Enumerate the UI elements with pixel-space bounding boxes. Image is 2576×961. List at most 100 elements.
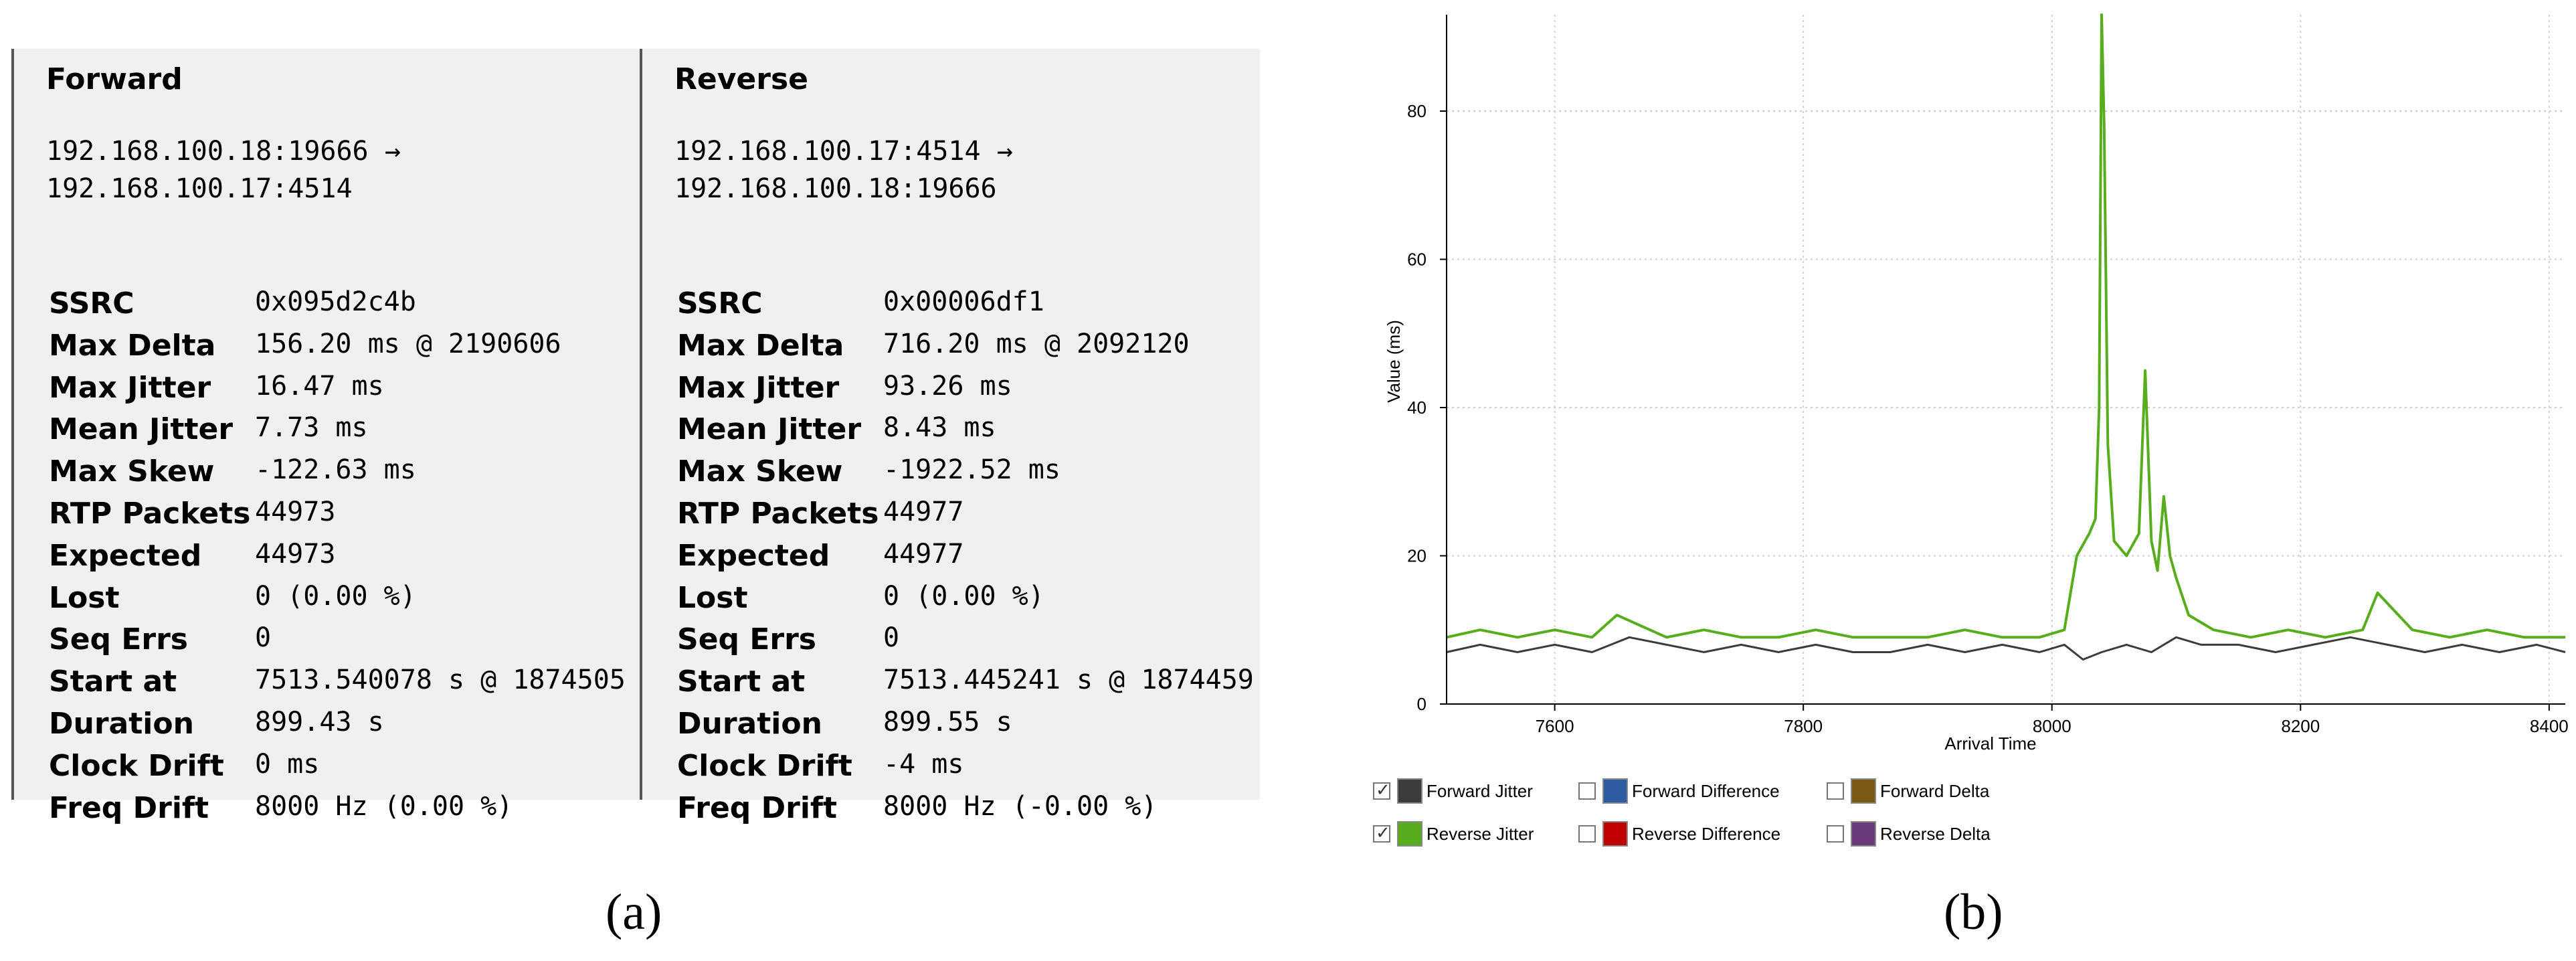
- y-tick-label: 40: [1407, 398, 1427, 418]
- stat-value: 44977: [883, 538, 964, 570]
- x-axis-label: Arrival Time: [1944, 733, 2036, 754]
- legend-label: Reverse Difference: [1632, 823, 1781, 844]
- forward-difference-checkbox[interactable]: [1578, 782, 1596, 800]
- stat-value: 44973: [255, 497, 336, 527]
- forward-destination-endpoint: 192.168.100.17:4514: [46, 173, 353, 204]
- stat-value: 7513.540078 s @ 1874505: [255, 665, 626, 696]
- stat-key: RTP Packets: [677, 497, 879, 531]
- grid-lines: [1447, 15, 2565, 704]
- stat-key: Start at: [677, 665, 806, 699]
- stat-key: Max Skew: [677, 454, 843, 489]
- forward-source-endpoint: 192.168.100.18:19666 →: [46, 136, 401, 167]
- panel-a-caption: (a): [606, 884, 662, 940]
- reverse-jitter-swatch: [1397, 821, 1422, 847]
- stat-key: Seq Errs: [49, 622, 188, 657]
- stat-value: 0: [255, 622, 272, 654]
- series-layer: [1446, 13, 2566, 661]
- stat-value: 93.26 ms: [883, 370, 1012, 402]
- legend-label: Reverse Jitter: [1427, 823, 1534, 844]
- reverse-delta-swatch: [1851, 821, 1876, 847]
- x-tick-label: 8000: [2033, 716, 2072, 736]
- stat-key: RTP Packets: [49, 497, 251, 531]
- forward-jitter-swatch: [1397, 778, 1422, 804]
- legend-forward-delta[interactable]: Forward Delta: [1827, 778, 1989, 804]
- y-tick-label: 0: [1417, 694, 1427, 714]
- stat-key: Lost: [677, 580, 748, 615]
- x-tick-label: 8200: [2281, 716, 2320, 736]
- stat-value: 7513.445241 s @ 1874459: [883, 665, 1254, 696]
- stat-key: SSRC: [677, 286, 763, 321]
- stat-key: Seq Errs: [677, 622, 816, 657]
- axes: 7600 7800 8000 8200 8400 0 20 40 60 80: [1407, 15, 2569, 736]
- reverse-title: Reverse: [674, 62, 808, 96]
- forward-jitter-checkbox[interactable]: [1373, 780, 1390, 800]
- legend-row-reverse: Reverse Jitter Reverse Difference Revers…: [1373, 820, 2576, 854]
- legend-label: Reverse Delta: [1880, 823, 1991, 844]
- y-tick-label: 20: [1407, 545, 1427, 565]
- stat-key: Duration: [49, 707, 194, 741]
- stat-value: 899.43 s: [255, 707, 384, 737]
- stat-value: 0 (0.00 %): [255, 580, 416, 612]
- legend-forward-difference[interactable]: Forward Difference: [1578, 778, 1780, 804]
- stat-value: 44977: [883, 497, 964, 527]
- stat-key: Mean Jitter: [49, 412, 234, 447]
- stat-value: -1922.52 ms: [883, 454, 1061, 486]
- stat-value: -122.63 ms: [255, 454, 416, 486]
- stat-value: 16.47 ms: [255, 370, 384, 402]
- rtp-stream-statistics-panel: Forward 192.168.100.18:19666 → 192.168.1…: [11, 49, 1263, 825]
- reverse-difference-checkbox[interactable]: [1578, 825, 1596, 843]
- stat-value: 8000 Hz (0.00 %): [255, 790, 513, 822]
- reverse-jitter-checkbox[interactable]: [1373, 822, 1390, 843]
- reverse-stats-column: Reverse 192.168.100.17:4514 → 192.168.10…: [640, 49, 1263, 825]
- stat-value: 156.20 ms @ 2190606: [255, 328, 561, 359]
- legend-reverse-delta[interactable]: Reverse Delta: [1827, 820, 1991, 847]
- reverse-destination-endpoint: 192.168.100.18:19666: [674, 173, 997, 204]
- stat-key: Start at: [49, 665, 177, 699]
- reverse-difference-swatch: [1602, 821, 1628, 847]
- legend-reverse-difference[interactable]: Reverse Difference: [1578, 820, 1780, 847]
- jitter-chart-svg[interactable]: 7600 7800 8000 8200 8400 0 20 40 60 80 Value (ms)…: [1338, 0, 2576, 958]
- stat-key: Max Jitter: [49, 370, 211, 405]
- stat-key: Lost: [49, 580, 120, 615]
- stat-key: Duration: [677, 707, 822, 741]
- forward-delta-checkbox[interactable]: [1827, 782, 1844, 800]
- jitter-graph: 7600 7800 8000 8200 8400 0 20 40 60 80 Value (ms)…: [1338, 0, 2576, 958]
- stat-key: Clock Drift: [677, 748, 852, 783]
- forward-title: Forward: [46, 62, 183, 96]
- stat-value: 44973: [255, 538, 336, 570]
- stat-value: 899.55 s: [883, 707, 1012, 737]
- stat-key: Max Skew: [49, 454, 215, 489]
- stat-key: Freq Drift: [677, 790, 838, 825]
- legend-label: Forward Delta: [1880, 780, 1990, 801]
- y-tick-label: 80: [1407, 101, 1427, 121]
- reverse-jitter-line: [1446, 13, 2565, 639]
- reverse-source-endpoint: 192.168.100.17:4514 →: [674, 136, 1013, 167]
- stat-key: Max Delta: [49, 328, 216, 363]
- stat-value: 716.20 ms @ 2092120: [883, 328, 1190, 359]
- stat-key: Expected: [49, 538, 202, 573]
- legend-row-forward: Forward Jitter Forward Difference Forwar…: [1373, 778, 2576, 811]
- stat-value: 0x095d2c4b: [255, 286, 416, 317]
- x-tick-label: 7600: [1536, 716, 1574, 736]
- legend-reverse-jitter[interactable]: Reverse Jitter: [1373, 820, 1534, 847]
- panel-b-caption: (b): [1944, 884, 2003, 940]
- y-axis-label: Value (ms): [1384, 320, 1404, 403]
- stat-value: 0 ms: [255, 748, 320, 780]
- stat-key: Max Delta: [677, 328, 844, 363]
- stat-value: 0x00006df1: [883, 286, 1044, 317]
- legend-forward-jitter[interactable]: Forward Jitter: [1373, 778, 1533, 804]
- stat-value: 8.43 ms: [883, 412, 996, 444]
- reverse-endpoints: 192.168.100.17:4514 → 192.168.100.18:196…: [674, 133, 1013, 207]
- stat-value: 0: [883, 622, 900, 654]
- reverse-delta-checkbox[interactable]: [1827, 825, 1844, 843]
- y-tick-label: 60: [1407, 249, 1427, 269]
- stat-value: 0 (0.00 %): [883, 580, 1044, 612]
- stat-value: -4 ms: [883, 748, 964, 780]
- stat-key: SSRC: [49, 286, 134, 321]
- forward-jitter-line: [1446, 636, 2566, 661]
- forward-endpoints: 192.168.100.18:19666 → 192.168.100.17:45…: [46, 133, 401, 207]
- stat-key: Clock Drift: [49, 748, 224, 783]
- x-tick-label: 8400: [2530, 716, 2569, 736]
- stat-key: Expected: [677, 538, 830, 573]
- stat-value: 7.73 ms: [255, 412, 368, 444]
